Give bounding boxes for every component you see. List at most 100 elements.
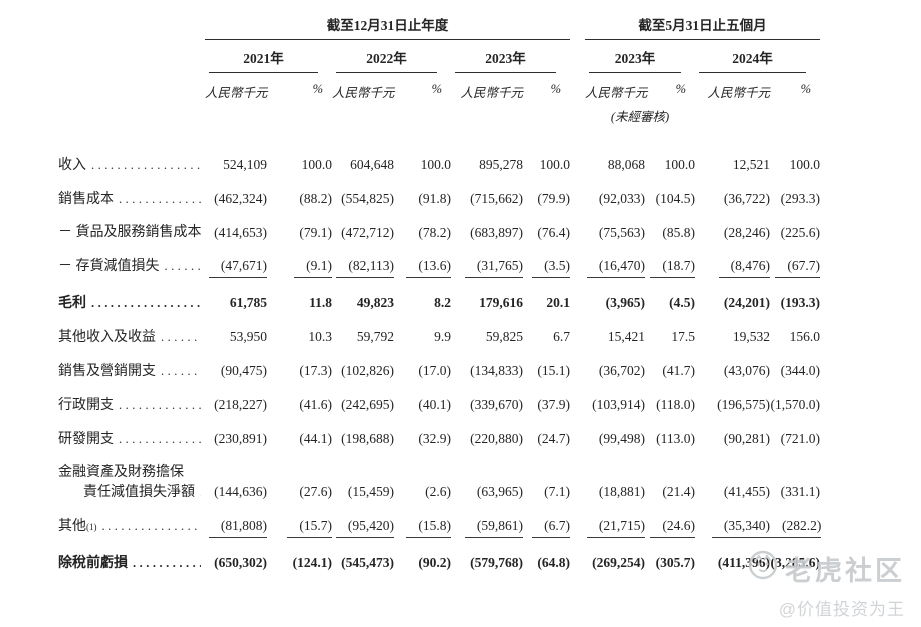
value-cell: (113.0)	[656, 431, 695, 446]
value-cell: (41.6)	[299, 397, 332, 412]
value-cell: (683,897)	[470, 225, 523, 240]
percent-header: %	[431, 82, 442, 96]
percent-header: %	[800, 82, 811, 96]
value-cell: (75,563)	[598, 225, 645, 240]
value-cell: 179,616	[479, 295, 523, 310]
dot-leader	[165, 258, 202, 274]
value-cell: 100.0	[420, 157, 451, 172]
value-cell: 6.7	[553, 329, 570, 344]
year-label: 2023年	[455, 47, 556, 73]
value-cell: (36,722)	[723, 191, 770, 206]
row-label: 銷售成本	[58, 183, 205, 217]
value-cell: (18.7)	[645, 250, 695, 287]
dot-leader	[91, 295, 201, 311]
value-cell: 59,825	[485, 329, 523, 344]
value-cell: (81,808)	[205, 510, 267, 547]
percent-header: %	[312, 82, 323, 96]
value-cell: (31,765)	[451, 250, 523, 287]
value-cell: (64.8)	[537, 555, 570, 570]
value-cell: 895,278	[479, 157, 523, 172]
dot-leader	[200, 484, 201, 500]
value-cell: (102,826)	[341, 363, 394, 378]
value-cell: (293.3)	[780, 191, 820, 206]
tiger-logo-icon	[748, 550, 778, 587]
value-cell: (40.1)	[418, 397, 451, 412]
value-cell: (8,476)	[695, 250, 770, 287]
value-cell: (90,475)	[220, 363, 267, 378]
value-cell: 100.0	[789, 157, 820, 172]
value-cell: (198,688)	[341, 431, 394, 446]
value-cell: 604,648	[350, 157, 394, 172]
value-cell: (196,575)	[717, 397, 770, 412]
unaudited-note: (未經審核)	[610, 110, 670, 124]
value-cell: 59,792	[356, 329, 394, 344]
value-cell: (2.6)	[425, 484, 451, 499]
year-header-2021: 2021年	[205, 40, 332, 73]
value-cell: 19,532	[732, 329, 770, 344]
value-cell: (4.5)	[669, 295, 695, 310]
value-cell: 8.2	[434, 295, 451, 310]
row-label: 金融資產及財務擔保	[58, 465, 184, 480]
value-cell: (90,281)	[723, 431, 770, 446]
value-cell: 524,109	[223, 157, 267, 172]
percent-header: %	[550, 82, 561, 96]
value-cell: (579,768)	[470, 555, 523, 570]
value-cell: (7.1)	[544, 484, 570, 499]
value-cell: (78.2)	[418, 225, 451, 240]
value-cell: 49,823	[356, 295, 394, 310]
row-label: 研發開支	[58, 423, 205, 457]
value-cell: (95,420)	[332, 510, 394, 547]
value-cell: (24.7)	[537, 431, 570, 446]
row-label: － 存貨減值損失	[58, 250, 205, 287]
row-label: 其他收入及收益	[58, 321, 205, 355]
value-cell: (28,246)	[723, 225, 770, 240]
year-label: 2022年	[336, 47, 437, 73]
value-cell: 17.5	[671, 329, 695, 344]
value-cell: (554,825)	[341, 191, 394, 206]
value-cell: (16,470)	[585, 250, 645, 287]
value-cell: (242,695)	[341, 397, 394, 412]
column-group-five-months: 截至5月31日止五個月	[585, 14, 820, 40]
dot-leader	[133, 555, 201, 571]
value-cell: (63,965)	[476, 484, 523, 499]
row-label: 行政開支	[58, 389, 205, 423]
value-cell: (344.0)	[780, 363, 820, 378]
value-cell: (99,498)	[598, 431, 645, 446]
value-cell: (24.6)	[645, 510, 695, 547]
dot-leader	[91, 157, 201, 173]
value-cell: (88.2)	[299, 191, 332, 206]
row-label: 責任減值損失淨額	[58, 482, 205, 510]
value-cell: (13.6)	[394, 250, 451, 287]
value-cell: (90.2)	[418, 555, 451, 570]
value-cell: (118.0)	[656, 397, 695, 412]
value-cell: (3,965)	[605, 295, 645, 310]
value-cell: (230,891)	[214, 431, 267, 446]
value-cell: (24,201)	[723, 295, 770, 310]
year-header-2024: 2024年	[695, 40, 820, 73]
value-cell: (331.1)	[780, 484, 820, 499]
row-label: 其他 (1)	[58, 510, 205, 547]
value-cell: (37.9)	[537, 397, 570, 412]
value-cell: (3,285.6)	[770, 555, 821, 570]
dot-leader	[161, 329, 201, 345]
value-cell: 100.0	[539, 157, 570, 172]
value-cell: (82,113)	[332, 250, 394, 287]
value-cell: (218,227)	[214, 397, 267, 412]
value-cell: (17.0)	[418, 363, 451, 378]
value-cell: (15.1)	[537, 363, 570, 378]
year-header-2023-5m: 2023年	[585, 40, 695, 73]
value-cell: (9.1)	[267, 250, 332, 287]
value-cell: (104.5)	[655, 191, 695, 206]
value-cell: (15.7)	[267, 510, 332, 547]
value-cell: (144,636)	[214, 484, 267, 499]
value-cell: 12,521	[732, 157, 770, 172]
row-label: － 貨品及服務銷售成本	[58, 225, 202, 240]
value-cell: (59,861)	[451, 510, 523, 547]
value-cell: (269,254)	[592, 555, 645, 570]
value-cell: (545,473)	[341, 555, 394, 570]
unit-header: 人民幣千元	[332, 86, 395, 100]
unit-header: 人民幣千元	[707, 86, 770, 100]
value-cell: (339,670)	[470, 397, 523, 412]
value-cell: 20.1	[546, 295, 570, 310]
value-cell: (41,455)	[723, 484, 770, 499]
